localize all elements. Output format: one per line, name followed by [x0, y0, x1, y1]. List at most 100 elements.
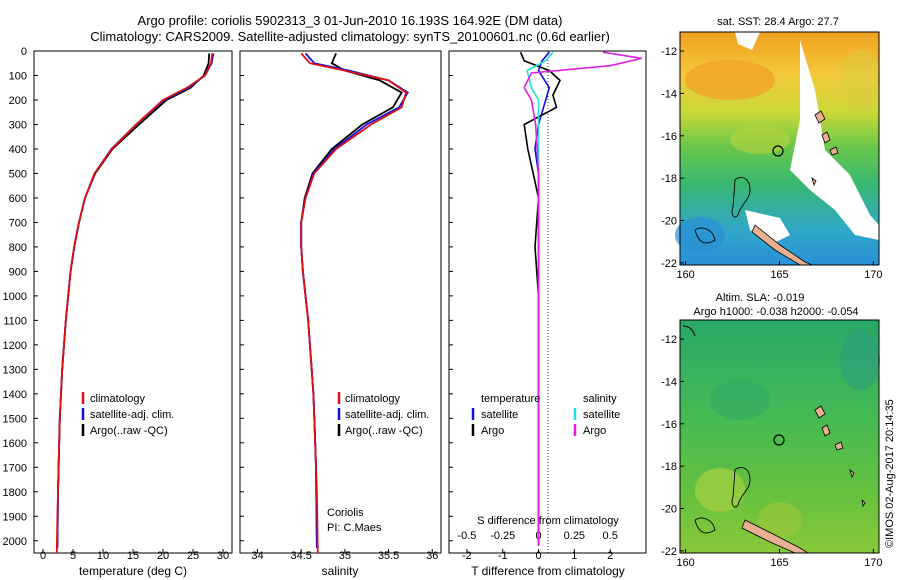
diff-line-salinity-satellite	[526, 51, 554, 546]
depth-tick-label: 0	[21, 46, 27, 58]
depth-tick-label: 800	[9, 242, 27, 254]
depth-tick-label: 600	[9, 193, 27, 205]
difference-ticks: -2 -1 0 1 2-0.5 -0.25 0 0.25 0.5	[449, 50, 618, 562]
depth-tick-label: 1500	[3, 413, 27, 425]
x-tick-label: 35	[339, 550, 351, 562]
lat-tick-label: -12	[661, 334, 677, 346]
s-tick-label: 0.25	[564, 530, 585, 542]
x-tick-label: 15	[127, 550, 139, 562]
depth-tick-label: 2000	[3, 536, 27, 548]
sst-argo-location-marker	[772, 145, 784, 157]
x-tick-label: 30	[217, 550, 229, 562]
legend-label-sal-satellite: satellite	[583, 409, 620, 421]
lon-tick-label: 160	[676, 557, 694, 569]
figure-title-line1: Argo profile: coriolis 5902313_3 01-Jun-…	[138, 13, 563, 28]
difference-panel: -2 -1 0 1 2-0.5 -0.25 0 0.25 0.5 S difference fr…	[448, 50, 647, 578]
legend-label-satellite: satellite-adj. clim.	[90, 409, 174, 421]
difference-legend: temperature satellite Argo salinity sate…	[471, 393, 620, 437]
t-tick-label: -1	[498, 550, 508, 562]
lat-tick-label: -18	[661, 173, 677, 185]
x-tick-label: 0	[40, 550, 46, 562]
legend-label-temp-argo: Argo	[481, 425, 504, 437]
t-tick-label: 0	[535, 550, 541, 562]
depth-tick-label: 1400	[3, 389, 27, 401]
series-line-climatology	[300, 52, 408, 554]
x-tick-label: 36	[426, 550, 438, 562]
x-tick-label: 10	[97, 550, 109, 562]
legend-temperature-title: temperature	[481, 393, 540, 405]
sst-reef-contours	[694, 177, 751, 244]
series-line-climatology	[55, 53, 214, 554]
lat-tick-label: -22	[661, 258, 677, 270]
lon-tick-label: 170	[864, 557, 882, 569]
legend-label-sal-argo: Argo	[583, 425, 606, 437]
temperature-ticks: 0 5 10 15 20 25 30	[34, 50, 229, 562]
legend-label-satellite: satellite-adj. clim.	[345, 409, 429, 421]
t-tick-label: -2	[462, 550, 472, 562]
depth-tick-label: 100	[9, 70, 27, 82]
sst-map-title: sat. SST: 28.4 Argo: 27.7	[717, 16, 839, 28]
depth-tick-label: 1600	[3, 438, 27, 450]
legend-label-argo: Argo(..raw -QC)	[90, 425, 168, 437]
depth-tick-label: 900	[9, 266, 27, 278]
lat-tick-label: -14	[661, 376, 677, 388]
salinity-xlabel: salinity	[322, 564, 359, 578]
s-difference-label: S difference from climatology	[477, 515, 619, 527]
sst-map-ticks: 160 165 170 -12 -14 -16 -18 -20 -22	[661, 46, 882, 281]
salinity-legend: climatology satellite-adj. clim. Argo(..…	[337, 392, 429, 437]
salinity-panel: 34 34.5 35 35.5 36 salinity climatology sate…	[239, 50, 442, 578]
sla-reef-contours	[682, 325, 751, 534]
sst-islands-vanuatu	[811, 110, 839, 187]
depth-tick-label: 1200	[3, 340, 27, 352]
t-tick-label: 2	[607, 550, 613, 562]
sla-patches	[695, 330, 880, 538]
s-tick-label: -0.25	[490, 530, 515, 542]
series-line-satellite	[300, 52, 410, 549]
depth-tick-label: 1900	[3, 511, 27, 523]
depth-tick-label: 1300	[3, 364, 27, 376]
legend-label-climatology: climatology	[90, 393, 146, 405]
depth-tick-label: 1800	[3, 487, 27, 499]
depth-tick-label: 200	[9, 95, 27, 107]
sla-map-ticks: 160 165 170 -12 -14 -16 -18 -20 -22	[661, 334, 882, 569]
depth-tick-label: 1100	[3, 315, 27, 327]
lat-tick-label: -20	[661, 504, 677, 516]
salinity-frame	[239, 50, 442, 554]
x-tick-label: 35.5	[378, 550, 399, 562]
x-tick-label: 25	[187, 550, 199, 562]
temperature-panel: 0 5 10 15 20 25 30 temperature (deg C) climato…	[33, 50, 233, 578]
temperature-xlabel: temperature (deg C)	[79, 564, 187, 578]
sla-map-title2: Argo h1000: -0.038 h2000: -0.054	[693, 306, 858, 318]
pi-label: PI: C.Maes	[327, 522, 382, 534]
diff-line-temperature-argo	[519, 51, 561, 546]
x-tick-label: 34.5	[290, 550, 311, 562]
legend-label-temp-satellite: satellite	[481, 409, 518, 421]
legend-label-argo: Argo(..raw -QC)	[345, 425, 423, 437]
salinity-lines	[300, 52, 410, 554]
lon-tick-label: 170	[864, 269, 882, 281]
temperature-lines	[55, 53, 215, 554]
lat-tick-label: -18	[661, 461, 677, 473]
sst-missing-data	[735, 32, 879, 245]
lat-tick-label: -12	[661, 46, 677, 58]
sst-map-panel: sat. SST: 28.4 Argo: 27.7	[661, 16, 882, 281]
depth-tick-label: 700	[9, 217, 27, 229]
depth-tick-label: 1000	[3, 291, 27, 303]
sla-map-panel: Altim. SLA: -0.019 Argo h1000: -0.038 h2…	[661, 292, 882, 569]
salinity-ticks: 34 34.5 35 35.5 36	[240, 50, 438, 562]
lat-tick-label: -16	[661, 131, 677, 143]
diff-line-temperature-satellite	[534, 51, 551, 546]
sla-islands-vanuatu	[814, 405, 866, 508]
depth-axis-labels: 0 100 200 300 400 500 600 700 800 900 1000 1100 1200…	[3, 46, 27, 548]
lat-tick-label: -16	[661, 419, 677, 431]
x-tick-label: 34	[251, 550, 263, 562]
lon-tick-label: 160	[676, 269, 694, 281]
depth-tick-label: 1700	[3, 462, 27, 474]
x-tick-label: 20	[157, 550, 169, 562]
diff-line-salinity-argo	[523, 51, 642, 546]
lat-tick-label: -14	[661, 88, 677, 100]
difference-lines	[519, 51, 642, 546]
lon-tick-label: 165	[770, 269, 788, 281]
imos-credit: ©IMOS 02-Aug-2017 20:14:35	[884, 399, 896, 548]
